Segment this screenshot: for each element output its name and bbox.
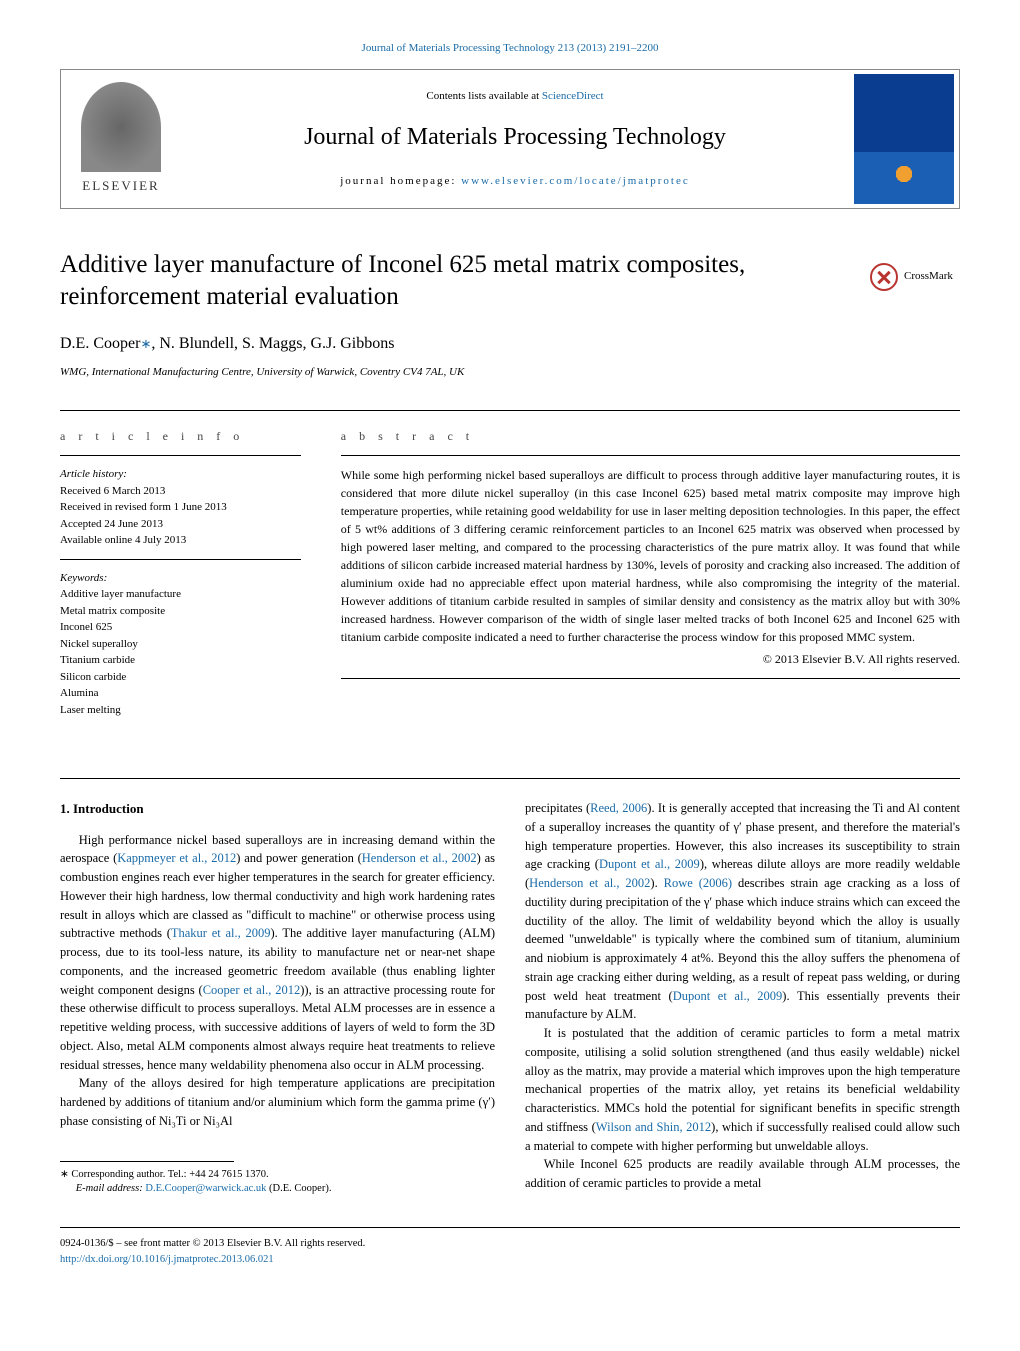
crossmark-badge[interactable]: CrossMark — [870, 257, 960, 297]
journal-homepage-line: journal homepage: www.elsevier.com/locat… — [191, 173, 839, 190]
history-item: Received in revised form 1 June 2013 — [60, 499, 301, 516]
citation-link[interactable]: Wilson and Shin, 2012 — [596, 1120, 711, 1134]
history-item: Accepted 24 June 2013 — [60, 516, 301, 533]
body-paragraph: High performance nickel based superalloy… — [60, 831, 495, 1075]
crossmark-label: CrossMark — [904, 268, 953, 285]
email-label: E-mail address: — [76, 1183, 146, 1194]
affiliation: WMG, International Manufacturing Centre,… — [60, 364, 960, 381]
citation-link[interactable]: Kappmeyer et al., 2012 — [117, 851, 236, 865]
sciencedirect-link[interactable]: ScienceDirect — [542, 90, 604, 102]
email-footnote: E-mail address: D.E.Cooper@warwick.ac.uk… — [60, 1182, 495, 1197]
contents-available-line: Contents lists available at ScienceDirec… — [191, 88, 839, 105]
doi-link[interactable]: http://dx.doi.org/10.1016/j.jmatprotec.2… — [60, 1254, 274, 1265]
elsevier-tree-icon — [81, 82, 161, 172]
history-item: Available online 4 July 2013 — [60, 532, 301, 549]
top-citation-link[interactable]: Journal of Materials Processing Technolo… — [60, 40, 960, 57]
section-1-heading: 1. Introduction — [60, 799, 495, 819]
email-link[interactable]: D.E.Cooper@warwick.ac.uk — [145, 1183, 266, 1194]
history-heading: Article history: — [60, 466, 301, 483]
corresponding-marker: ∗ — [140, 336, 151, 351]
journal-cover-thumbnail — [854, 74, 954, 204]
footer-copyright: 0924-0136/$ – see front matter © 2013 El… — [60, 1236, 960, 1252]
keyword: Titanium carbide — [60, 652, 301, 669]
abstract-label: a b s t r a c t — [341, 427, 960, 445]
authors-rest: , N. Blundell, S. Maggs, G.J. Gibbons — [151, 335, 394, 352]
email-suffix: (D.E. Cooper). — [266, 1183, 331, 1194]
contents-prefix: Contents lists available at — [426, 90, 541, 102]
keyword: Silicon carbide — [60, 669, 301, 686]
keyword: Alumina — [60, 685, 301, 702]
citation-link[interactable]: Reed, 2006 — [590, 801, 647, 815]
crossmark-icon — [870, 263, 898, 291]
abstract-copyright: © 2013 Elsevier B.V. All rights reserved… — [341, 650, 960, 668]
citation-link[interactable]: Cooper et al., 2012 — [203, 983, 301, 997]
homepage-url[interactable]: www.elsevier.com/locate/jmatprotec — [461, 175, 690, 187]
keywords-heading: Keywords: — [60, 570, 301, 587]
citation-link[interactable]: Henderson et al., 2002 — [362, 851, 477, 865]
keyword: Laser melting — [60, 702, 301, 719]
keyword: Additive layer manufacture — [60, 586, 301, 603]
keyword: Inconel 625 — [60, 619, 301, 636]
elsevier-logo: ELSEVIER — [61, 69, 181, 209]
article-info-column: a r t i c l e i n f o Article history: R… — [60, 411, 301, 738]
keyword: Nickel superalloy — [60, 636, 301, 653]
body-column-right: precipitates (Reed, 2006). It is general… — [525, 799, 960, 1197]
abstract-column: a b s t r a c t While some high performi… — [341, 411, 960, 738]
history-item: Received 6 March 2013 — [60, 483, 301, 500]
body-column-left: 1. Introduction High performance nickel … — [60, 799, 495, 1197]
corresponding-footnote: ∗ Corresponding author. Tel.: +44 24 761… — [60, 1168, 495, 1183]
author-first: D.E. Cooper — [60, 335, 140, 352]
publisher-name: ELSEVIER — [82, 176, 159, 196]
body-paragraph: Many of the alloys desired for high temp… — [60, 1074, 495, 1130]
journal-header: ELSEVIER Contents lists available at Sci… — [60, 69, 960, 209]
citation-link[interactable]: Dupont et al., 2009 — [673, 989, 783, 1003]
article-title: Additive layer manufacture of Inconel 62… — [60, 249, 850, 314]
homepage-label: journal homepage: — [340, 175, 461, 187]
body-paragraph: While Inconel 625 products are readily a… — [525, 1155, 960, 1193]
authors-line: D.E. Cooper∗, N. Blundell, S. Maggs, G.J… — [60, 332, 960, 356]
citation-link[interactable]: Henderson et al., 2002 — [529, 876, 650, 890]
citation-link[interactable]: Thakur et al., 2009 — [171, 926, 271, 940]
citation-link[interactable]: Dupont et al., 2009 — [599, 857, 700, 871]
body-paragraph: It is postulated that the addition of ce… — [525, 1024, 960, 1155]
abstract-text: While some high performing nickel based … — [341, 466, 960, 646]
footnote-separator — [60, 1161, 234, 1162]
keyword: Metal matrix composite — [60, 603, 301, 620]
citation-link[interactable]: Rowe (2006) — [664, 876, 732, 890]
article-info-label: a r t i c l e i n f o — [60, 427, 301, 445]
footer: 0924-0136/$ – see front matter © 2013 El… — [60, 1227, 960, 1268]
journal-name: Journal of Materials Processing Technolo… — [191, 119, 839, 155]
body-paragraph: precipitates (Reed, 2006). It is general… — [525, 799, 960, 1024]
